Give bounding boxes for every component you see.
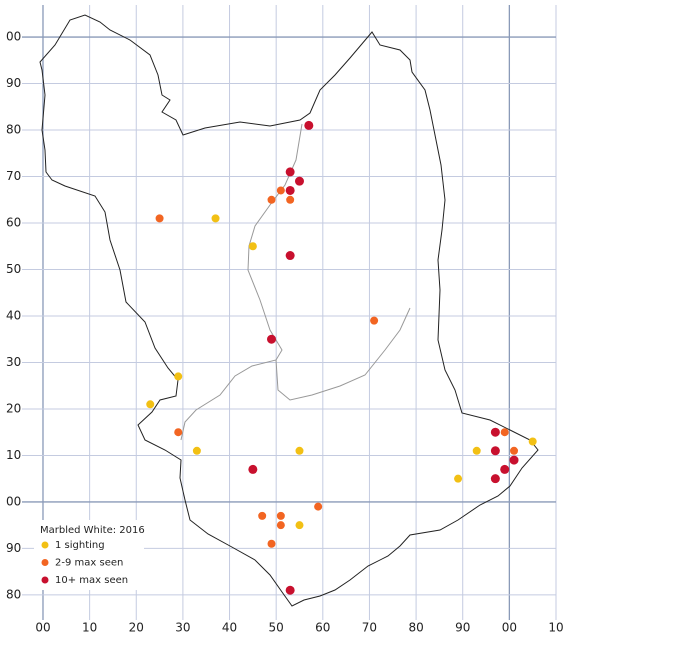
sighting-point (155, 214, 164, 223)
x-tick-label: 70 (362, 621, 377, 635)
y-tick-label: 60 (6, 216, 21, 230)
y-tick-label: 80 (6, 587, 21, 601)
sighting-point (267, 539, 276, 548)
sighting-point (285, 185, 295, 195)
y-tick-label: 20 (6, 401, 21, 415)
sighting-point (472, 446, 481, 455)
legend-marker (41, 576, 49, 584)
x-tick-label: 80 (408, 621, 423, 635)
legend-marker (41, 541, 49, 549)
sighting-point (174, 428, 183, 437)
sighting-point (285, 251, 295, 261)
sighting-point (267, 334, 277, 344)
y-tick-label: 70 (6, 169, 21, 183)
sighting-point (286, 195, 295, 204)
sighting-point (454, 474, 463, 483)
sighting-point (211, 214, 220, 223)
legend-title: Marbled White: 2016 (40, 525, 145, 536)
x-tick-label: 00 (502, 621, 517, 635)
y-tick-label: 00 (6, 494, 21, 508)
sighting-point (285, 167, 295, 177)
legend-marker (41, 559, 49, 566)
legend-label: 2-9 max seen (55, 558, 123, 569)
x-tick-label: 10 (82, 621, 97, 635)
sighting-point (490, 474, 500, 484)
y-tick-label: 30 (6, 355, 21, 369)
x-tick-label: 40 (222, 621, 237, 635)
sighting-point (528, 437, 537, 446)
county-boundary (39, 14, 539, 607)
points (146, 120, 537, 595)
legend-label: 10+ max seen (55, 575, 128, 586)
x-tick-label: 30 (175, 621, 190, 635)
sighting-point (295, 446, 304, 455)
sighting-point (510, 446, 519, 455)
x-tick-label: 00 (35, 621, 50, 635)
sighting-point (314, 502, 323, 511)
y-tick-label: 90 (6, 541, 21, 555)
sighting-point (248, 464, 258, 474)
sighting-point (304, 120, 314, 130)
y-tick-label: 00 (6, 30, 21, 44)
y-tick-label: 80 (6, 123, 21, 137)
district-boundary (180, 123, 303, 441)
sighting-point (490, 446, 500, 456)
x-tick-label: 60 (315, 621, 330, 635)
sighting-point (192, 446, 201, 455)
sighting-point (370, 316, 379, 325)
y-tick-label: 10 (6, 448, 21, 462)
sighting-point (276, 511, 285, 520)
sighting-point (267, 195, 276, 204)
sighting-point (276, 521, 285, 530)
y-tick-label: 40 (6, 308, 21, 322)
sighting-point (500, 464, 510, 474)
legend-label: 1 sighting (55, 540, 105, 551)
x-tick-label: 20 (129, 621, 144, 635)
x-tick-label: 50 (269, 621, 284, 635)
y-tick-label: 90 (6, 76, 21, 90)
sighting-point (294, 176, 304, 186)
x-tick-label: 90 (455, 621, 470, 635)
district-boundary (275, 307, 411, 401)
sighting-point (258, 511, 267, 520)
sighting-point (500, 428, 509, 437)
grid (22, 5, 557, 620)
y-tick-label: 50 (6, 262, 21, 276)
sighting-point (490, 427, 500, 437)
sighting-point (248, 242, 257, 251)
legend-box (34, 520, 144, 590)
sighting-point (285, 585, 295, 595)
x-tick-label: 10 (548, 621, 563, 635)
sighting-point (174, 372, 183, 381)
sighting-point (146, 400, 155, 409)
sighting-point (276, 186, 285, 195)
sighting-point (509, 455, 519, 465)
sighting-point (295, 521, 304, 530)
